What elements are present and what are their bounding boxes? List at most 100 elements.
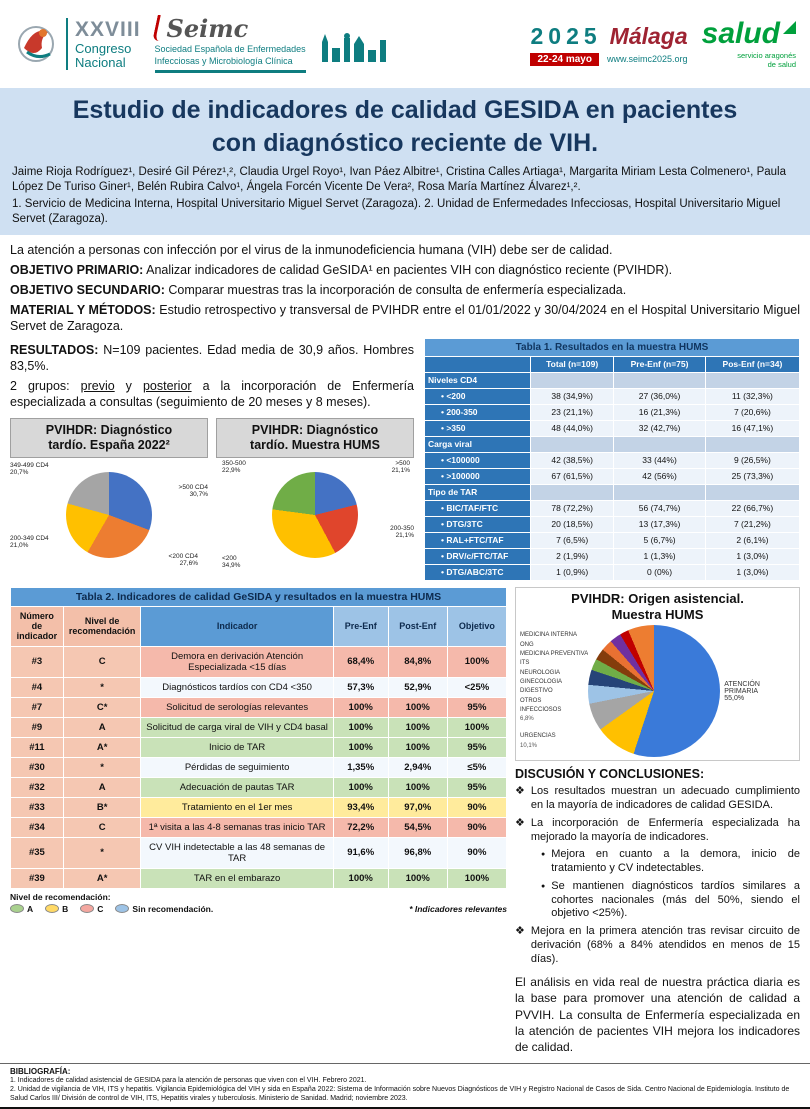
tabla2-col-num: Número de indicador (10, 605, 64, 647)
pie3-label-ginecologia: GINECOLOGIA (520, 678, 563, 685)
bullet-marker-icon: ❖ (515, 816, 525, 829)
salud-logo-row: salud (702, 19, 796, 49)
grupos-text: 2 grupos: previo y posterior a la incorp… (10, 378, 414, 410)
table-row: #11 A* Inicio de TAR 100% 100% 95% (10, 736, 508, 758)
grupos-posterior: posterior (142, 378, 192, 393)
recommendation-legend: Nivel de recomendación: A B C Sin recome… (10, 892, 507, 914)
objetivo-primario: OBJETIVO PRIMARIO: Analizar indicadores … (10, 262, 800, 278)
pie2-pie-chart (272, 471, 358, 558)
intro-text: La atención a personas con infección por… (10, 242, 613, 257)
objetivo-primario-text: Analizar indicadores de calidad GeSIDA¹ … (143, 262, 673, 277)
resultados-label: RESULTADOS: (10, 342, 99, 357)
results-left-column: RESULTADOS: N=109 pacientes. Edad media … (10, 338, 414, 581)
discussion-section: DISCUSIÓN Y CONCLUSIONES: ❖ Los resultado… (515, 767, 800, 1055)
objetivo-secundario-text: Comparar muestras tras la incorporación … (164, 282, 627, 297)
event-top: 2025 Málaga (530, 23, 687, 50)
table-row: #7 C* Solicitud de serologías relevantes 10… (10, 696, 508, 718)
grupos-mid: y (114, 378, 143, 393)
pie3-label-its: ITS (520, 660, 530, 667)
tabla1-col-pos: Pos-Enf (n=34) (704, 355, 801, 373)
tabla1-section-cd4: Niveles CD4 (424, 371, 531, 389)
pie2-chart: 350-500 22,9% >500 21,1% 200-350 21,1% <200… (216, 460, 414, 570)
resultados: RESULTADOS: N=109 pacientes. Edad media … (10, 342, 414, 374)
table-row: #3 C Demora en derivación Atención Especia… (10, 645, 508, 678)
bibliography-item: 1. Indicadores de calidad asistencial de… (10, 1077, 367, 1085)
table-row: #9 A Solicitud de carga viral de VIH y CD4… (10, 716, 508, 738)
tabla1-column: Tabla 1. Resultados en la muestra HUMS T… (424, 337, 801, 581)
bibliography-item: 2. Unidad de vigilancia de VIH, ITS y he… (10, 1086, 790, 1103)
pie3-label-urgencias: URGENCIAS 10,1% (520, 733, 556, 749)
tabla2-column: Tabla 2. Indicadores de calidad GeSIDA y… (10, 586, 508, 914)
congress-name-line1: Congreso (75, 40, 132, 56)
page-title: Estudio de indicadores de calidad GESIDA… (72, 96, 738, 157)
congress-text: XXVIII Congreso Nacional (66, 17, 141, 71)
pie3-label-ong: ONG (520, 641, 534, 648)
event-logo: 2025 Málaga 22-24 mayo www.seimc2025.org (530, 23, 688, 66)
pie1-label-200: <200 CD4 27,6% (168, 552, 198, 568)
pie2-label-500: >500 21,1% (391, 459, 410, 475)
header-bar: XXVIII Congreso Nacional Seimc Sociedad … (0, 0, 810, 88)
tabla2: Tabla 2. Indicadores de calidad GeSIDA y… (10, 586, 508, 889)
seimc-swoosh-icon (151, 14, 165, 41)
pie-card-espana: PVIHDR: Diagnóstico tardío. España 2022²… (10, 417, 208, 570)
tabla2-title: Tabla 2. Indicadores de calidad GeSIDA y… (10, 586, 507, 607)
legend-note: * Indicadores relevantes (409, 903, 507, 914)
tabla2-col-indicador: Indicador (140, 605, 334, 647)
tabla1-section-tar: Tipo de TAR (424, 483, 531, 501)
tabla2-col-pre: Pre-Enf (332, 605, 389, 647)
event-sub: 22-24 mayo www.seimc2025.org (530, 52, 688, 66)
bullet-marker-icon: ❖ (515, 925, 525, 937)
legend-item-sin: Sin recomendación. (115, 904, 213, 914)
event-url-link[interactable]: www.seimc2025.org (606, 54, 688, 64)
bullet-marker-icon: ❖ (515, 785, 525, 798)
title-band: Estudio de indicadores de calidad GESIDA… (0, 88, 810, 235)
poster-content: La atención a personas con infección por… (0, 235, 810, 1055)
discussion-title: DISCUSIÓN Y CONCLUSIONES: (515, 767, 705, 782)
table-row: #39 A* TAR en el embarazo 100% 100% 100% (10, 867, 508, 889)
legend-item-c: C (80, 904, 103, 914)
late-diagnosis-pies: PVIHDR: Diagnóstico tardío. España 2022²… (10, 417, 414, 570)
salud-logo: salud servicio aragonés de salud (702, 19, 796, 69)
resultados-text: N=109 pacientes. Edad media de 30,9 años… (10, 342, 414, 373)
pie3-chart: MEDICINA INTERNA ONG MEDICINA PREVENTIVA… (520, 625, 795, 758)
pie1-label-200-349: 200-349 CD4 21,0% (10, 534, 49, 550)
bullet-marker-icon: ● (541, 851, 546, 859)
pie3-title: PVIHDR: Origen asistencial. Muestra HUMS (571, 590, 744, 622)
congress-logo: XXVIII Congreso Nacional (14, 17, 141, 71)
congress-number: XXVIII (75, 17, 141, 41)
seimc-logo: Seimc Sociedad Española de Enfermedades … (151, 14, 306, 74)
table-row: #33 B* Tratamiento en el 1er mes 93,4% 97,0%… (10, 796, 508, 818)
table-row: #4 * Diagnósticos tardíos con CD4 <350 57,3… (10, 676, 508, 698)
legend-swatch-c (80, 904, 95, 914)
pie-card-hums: PVIHDR: Diagnóstico tardío. Muestra HUMS… (216, 417, 414, 570)
tabla2-col-nivel: Nivel de recomendación (62, 605, 142, 647)
pie3-label-neurologia: NEUROLOGIA (520, 669, 561, 676)
affiliations-line: 1. Servicio de Medicina Interna, Hospita… (12, 197, 781, 225)
tabla1-title: Tabla 1. Resultados en la muestra HUMS (424, 337, 800, 357)
pie3-label-medicina-preventiva: MEDICINA PREVENTIVA (520, 651, 589, 658)
salud-arrow-icon (783, 21, 796, 34)
event-city: Málaga (609, 22, 688, 49)
discussion-bullet: ❖ Mejora en la primera atención tras revi… (515, 925, 800, 965)
tabla1: Tabla 1. Resultados en la muestra HUMS T… (424, 337, 801, 581)
discussion-bullet: ❖ Los resultados muestran un adecuado cum… (515, 785, 800, 811)
grupos-previo: previo (80, 378, 115, 393)
legend-title: Nivel de recomendación: (10, 891, 111, 902)
objetivo-primario-label: OBJETIVO PRIMARIO: (10, 262, 144, 277)
grupos-suffix: a la incorporación de Enfermería especia… (10, 378, 415, 409)
tabla2-col-post: Post-Enf (387, 605, 448, 647)
bullet-marker-icon: ● (541, 882, 546, 890)
salud-description: servicio aragonés de salud (737, 51, 796, 69)
pie1-label-500: >500 CD4 30,7% (178, 483, 208, 499)
seimc-description: Sociedad Española de Enfermedades Infecc… (154, 43, 306, 66)
pie1-label-349-499: 349-499 CD4 20,7% (10, 461, 49, 477)
tabla1-section-carga-viral: Carga viral (424, 435, 531, 453)
